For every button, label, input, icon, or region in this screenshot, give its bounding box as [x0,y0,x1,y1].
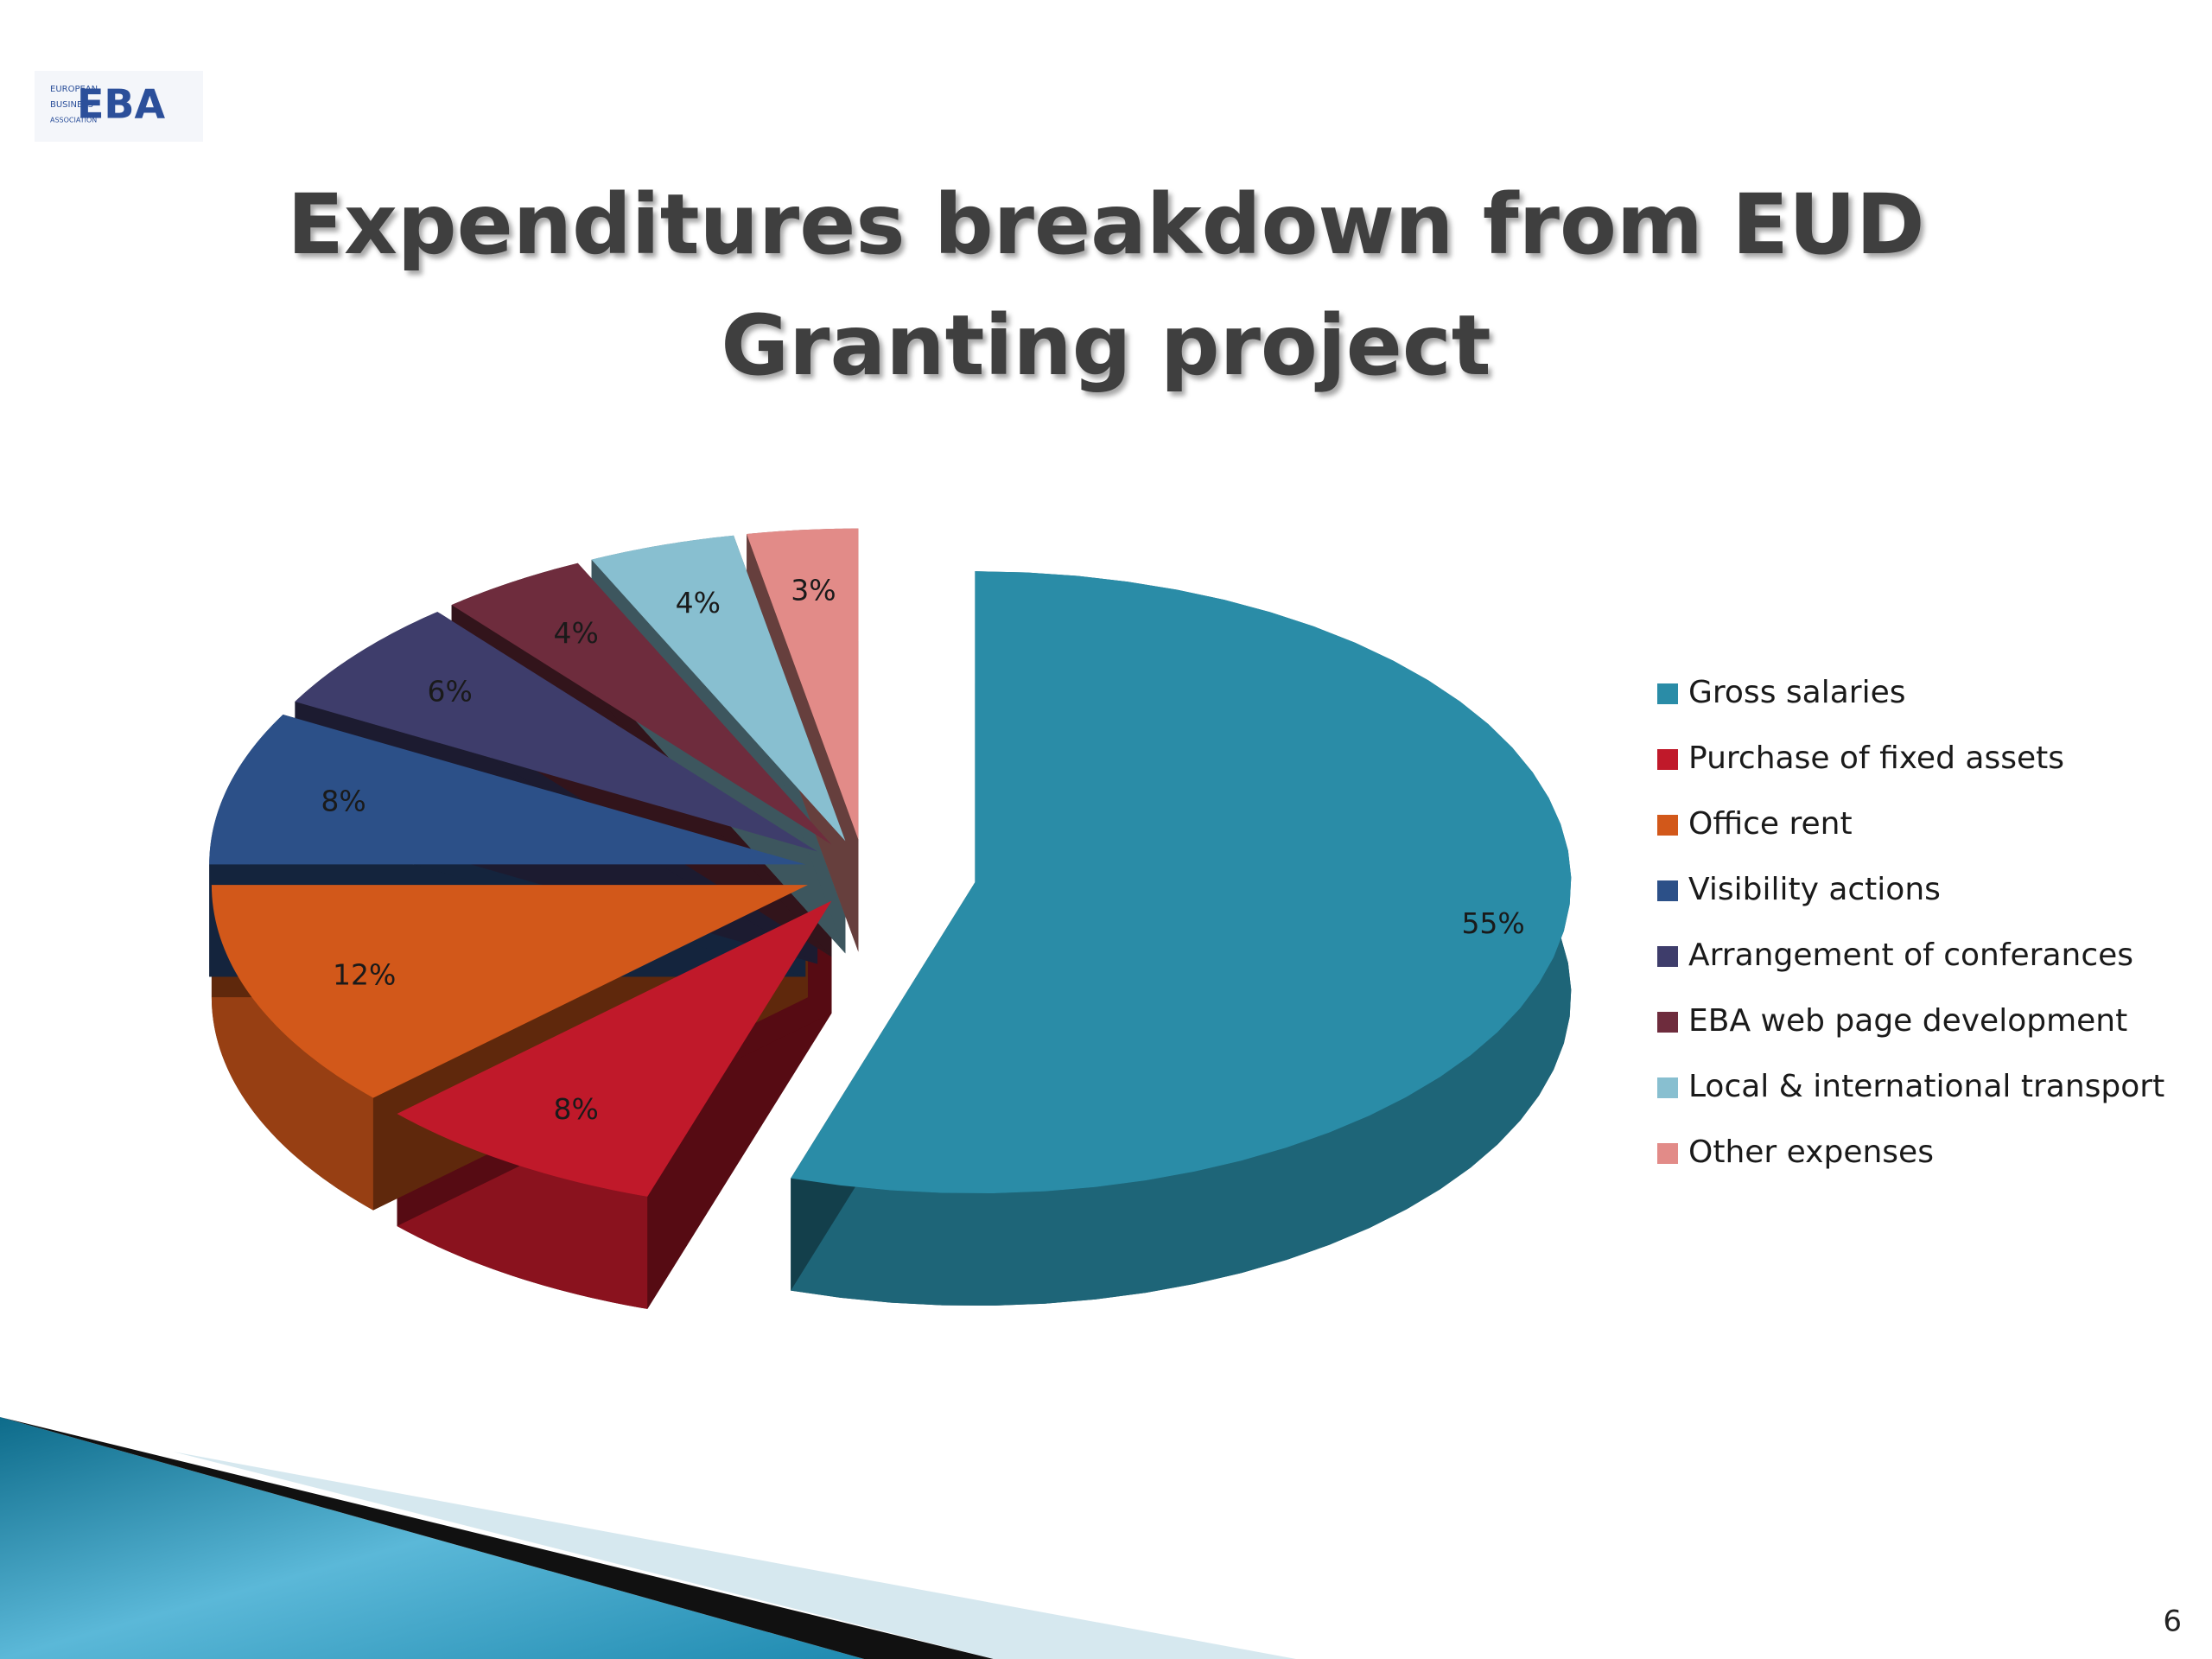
legend-swatch [1657,1012,1678,1033]
slice-side [211,885,373,1211]
legend-label: Local & international transport [1688,1069,2164,1104]
data-label: 12% [333,958,396,992]
legend-label: Office rent [1688,806,1853,842]
slice [397,900,832,1197]
logo-line: EUROPEAN [50,85,98,94]
logo-bg [35,71,203,142]
data-label: 6% [428,674,473,708]
logo-mark: EBA [77,81,165,128]
data-label: 55% [1461,906,1524,940]
legend-swatch [1657,683,1678,704]
decor-light [173,1452,1296,1659]
data-label: 3% [791,573,836,607]
slice [591,535,846,842]
legend-swatch [1657,1143,1678,1164]
data-label: 8% [321,784,365,817]
legend-label: Gross salaries [1688,675,1905,710]
data-label: 4% [554,616,599,650]
legend-swatch [1657,946,1678,967]
slice [209,714,806,865]
logo-line: BUSINESS [50,100,93,110]
legend-label: Purchase of fixed assets [1688,741,2064,776]
logo: EUROPEAN BUSINESS ASSOCIATION EBA [35,71,203,142]
pie-tops: 55% 8% 12% 8% 6% 4% 4% 3% [209,528,1572,1197]
legend-swatch [1657,880,1678,901]
page-number: 6 [2163,1605,2182,1639]
legend-swatch [1657,815,1678,836]
slice [451,563,832,845]
logo-line: ASSOCIATION [50,117,97,124]
decor-stripe [0,1417,994,1659]
slice [791,571,1572,1194]
legend-label: Other expenses [1688,1135,1934,1170]
data-label: 4% [676,586,721,620]
legend-label: Arrangement of conferances [1688,938,2133,973]
slice [295,612,818,852]
chart-title: Expenditures breakdown from EUD Granting… [287,176,1925,394]
legend-swatch [1657,749,1678,770]
slice [747,528,859,840]
legend-label: EBA web page development [1688,1003,2127,1039]
data-label: 8% [554,1092,599,1126]
legend-swatch [1657,1077,1678,1098]
legend-label: Visibility actions [1688,872,1941,907]
slice [211,885,808,1098]
